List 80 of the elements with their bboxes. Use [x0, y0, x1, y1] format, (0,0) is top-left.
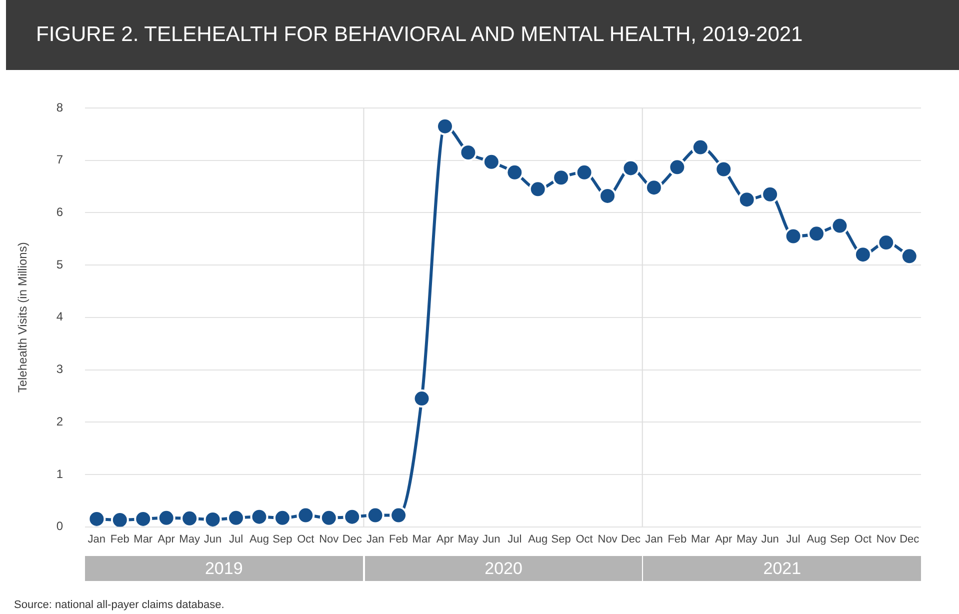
x-tick-label: Oct: [854, 533, 872, 546]
point: [296, 506, 315, 524]
point: [343, 508, 362, 526]
x-tick-label: Apr: [436, 533, 454, 546]
x-tick-label: May: [458, 533, 480, 546]
x-tick-label: Jun: [482, 533, 500, 546]
point: [552, 168, 570, 187]
x-tick-label: Dec: [342, 533, 362, 546]
point: [250, 508, 268, 526]
x-tick-label: May: [736, 533, 758, 546]
point: [459, 144, 478, 162]
point: [227, 508, 246, 527]
point: [714, 160, 733, 178]
x-tick-label: Feb: [668, 533, 687, 546]
y-tick-label: 3: [56, 362, 64, 376]
x-tick-label: Oct: [297, 533, 314, 546]
x-tick-label: Nov: [876, 533, 896, 546]
point: [273, 508, 292, 527]
x-tick-label: Mar: [134, 533, 153, 546]
x-tick-label: Jul: [228, 533, 244, 546]
x-tick-label: Apr: [158, 533, 176, 546]
point: [691, 138, 710, 156]
x-tick-label: Oct: [576, 533, 593, 546]
y-tick-label: 4: [56, 310, 64, 324]
point: [622, 159, 640, 178]
x-tick-label: Jun: [204, 533, 222, 546]
x-tick-label: Feb: [389, 533, 408, 546]
x-tick-label: Sep: [272, 533, 292, 546]
point: [808, 224, 826, 243]
y-axis-title: Telehealth Visits (in Millions): [16, 242, 30, 393]
point: [761, 185, 780, 204]
point: [320, 508, 338, 527]
x-tick-label: Nov: [319, 533, 340, 546]
point: [900, 247, 918, 266]
point: [854, 246, 872, 264]
y-tick-label: 1: [56, 466, 64, 481]
x-tick-label: Sep: [551, 533, 571, 546]
x-tick-label: Sep: [830, 533, 850, 546]
point: [784, 227, 802, 246]
x-tick-label: Aug: [249, 533, 270, 546]
point: [668, 158, 686, 176]
x-tick-label: Feb: [110, 533, 130, 546]
x-tick-label: Jan: [645, 533, 663, 546]
y-tick-label: 2: [56, 414, 64, 428]
y-tick-label: 5: [56, 257, 64, 272]
point: [482, 152, 500, 171]
point: [506, 163, 524, 182]
y-tick-label: 6: [56, 205, 64, 220]
x-tick-label: Jan: [88, 533, 106, 546]
x-tick-label: Aug: [528, 533, 548, 546]
chart-title: FIGURE 2. TELEHEALTH FOR BEHAVIORAL AND MENTAL HEALTH, 2019-2021: [6, 0, 959, 70]
point: [575, 163, 594, 182]
point: [180, 509, 199, 527]
text: 2020: [364, 556, 642, 581]
x-tick-label: Aug: [806, 533, 826, 546]
point: [830, 216, 849, 235]
point: [528, 180, 547, 198]
point: [157, 508, 176, 527]
x-tick-label: Jan: [366, 533, 384, 546]
point: [644, 178, 663, 197]
y-tick-label: 0: [56, 519, 64, 534]
x-tick-label: Mar: [690, 533, 710, 546]
point: [366, 506, 384, 524]
x-tick-label: Apr: [715, 533, 733, 546]
y-tick-label: 7: [56, 152, 64, 167]
x-tick-label: Jul: [786, 533, 800, 546]
y-tick-label: 8: [56, 100, 64, 114]
point: [390, 506, 408, 524]
x-tick-label: Mar: [412, 533, 432, 546]
x-tick-label: Nov: [598, 533, 618, 546]
x-tick-label: May: [179, 533, 200, 546]
x-tick-label: Dec: [620, 533, 642, 546]
x-tick-label: Dec: [900, 533, 920, 546]
x-tick-label: Jun: [761, 533, 779, 546]
source-note: Source: national all-payer claims database.: [14, 599, 224, 611]
text: 2021: [643, 556, 921, 581]
point: [738, 190, 756, 209]
point: [412, 390, 431, 408]
text: 2019: [85, 556, 363, 581]
x-tick-label: Jul: [508, 533, 522, 546]
